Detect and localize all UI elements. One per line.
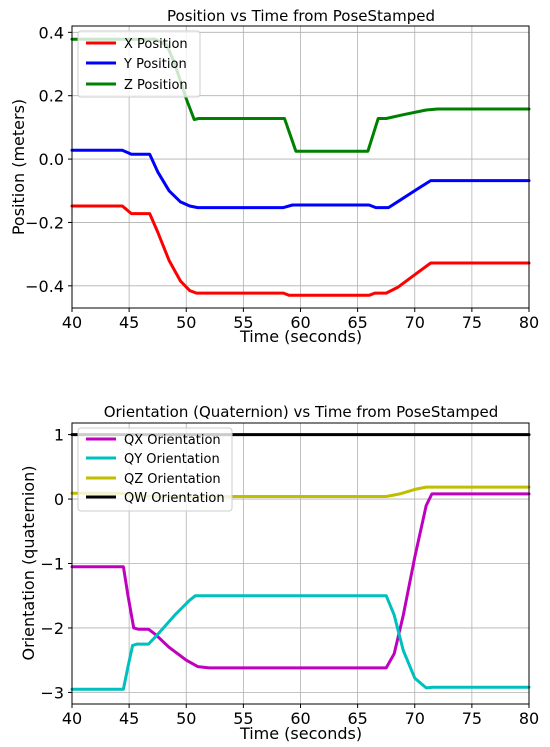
position-legend: X Position Y Position Z Position [77,30,201,98]
position-x-tick-label-60: 60 [290,313,310,332]
series-line-x-position [70,204,531,297]
position-x-axis-title: Time (seconds) [239,327,362,346]
orientation-y-tick-label-1: −2 [40,619,64,638]
position-y-axis-title: Position (meters) [9,99,28,235]
legend-label-qz-orientation: QZ Orientation [124,472,221,487]
position-y-tick-label-3: 0.2 [39,87,64,106]
position-y-tick-label-2: 0.0 [39,150,64,169]
series-line-y-position [70,148,531,210]
orientation-y-axis-title: Orientation (quaternion) [19,466,38,661]
orientation-x-tick-label-80: 80 [519,709,539,728]
position-chart-title: Position vs Time from PoseStamped [167,7,435,25]
orientation-y-tick-label-0: −3 [40,683,64,702]
position-chart: Position vs Time from PoseStamped 40 45 50… [9,7,539,346]
orientation-x-tick-label-70: 70 [405,709,425,728]
orientation-legend-box [77,427,233,512]
position-x-ticks: 40 45 50 55 60 65 70 75 80 [62,308,539,332]
orientation-x-tick-label-40: 40 [62,709,82,728]
orientation-x-tick-label-65: 65 [347,709,367,728]
orientation-y-ticks: −3 −2 −1 0 1 [40,426,72,702]
position-x-tick-label-50: 50 [176,313,196,332]
orientation-y-tick-label-4: 1 [54,426,64,445]
orientation-x-tick-label-45: 45 [119,709,139,728]
position-x-tick-label-65: 65 [347,313,367,332]
position-x-tick-label-70: 70 [405,313,425,332]
orientation-x-tick-label-55: 55 [233,709,253,728]
orientation-legend: QX Orientation QY Orientation QZ Orienta… [77,427,233,512]
orientation-x-tick-label-60: 60 [290,709,310,728]
series-line-qy-orientation [70,594,531,691]
position-y-tick-label-4: 0.4 [39,23,64,42]
position-x-tick-label-80: 80 [519,313,539,332]
orientation-x-tick-label-75: 75 [462,709,482,728]
legend-label-qx-orientation: QX Orientation [124,433,221,448]
position-legend-box [77,30,201,98]
position-x-tick-label-75: 75 [462,313,482,332]
position-y-tick-label-1: −0.2 [25,213,64,232]
series-line-qx-orientation [70,492,531,670]
orientation-x-ticks: 40 45 50 55 60 65 70 75 80 [62,704,539,728]
position-x-tick-label-55: 55 [233,313,253,332]
orientation-y-tick-label-3: 0 [54,490,64,509]
legend-label-y-position: Y Position [123,57,187,72]
legend-label-x-position: X Position [124,37,188,52]
orientation-chart-title: Orientation (Quaternion) vs Time from Po… [104,403,499,421]
legend-label-z-position: Z Position [124,78,188,93]
position-y-tick-label-0: −0.4 [25,277,64,296]
orientation-chart: Orientation (Quaternion) vs Time from Po… [19,403,539,743]
position-x-tick-label-45: 45 [119,313,139,332]
orientation-x-tick-label-50: 50 [176,709,196,728]
legend-label-qy-orientation: QY Orientation [124,452,220,467]
legend-label-qw-orientation: QW Orientation [124,491,225,506]
orientation-y-tick-label-2: −1 [40,555,64,574]
position-x-tick-label-40: 40 [62,313,82,332]
position-y-ticks: −0.4 −0.2 0.0 0.2 0.4 [25,23,72,296]
orientation-x-axis-title: Time (seconds) [239,724,362,743]
